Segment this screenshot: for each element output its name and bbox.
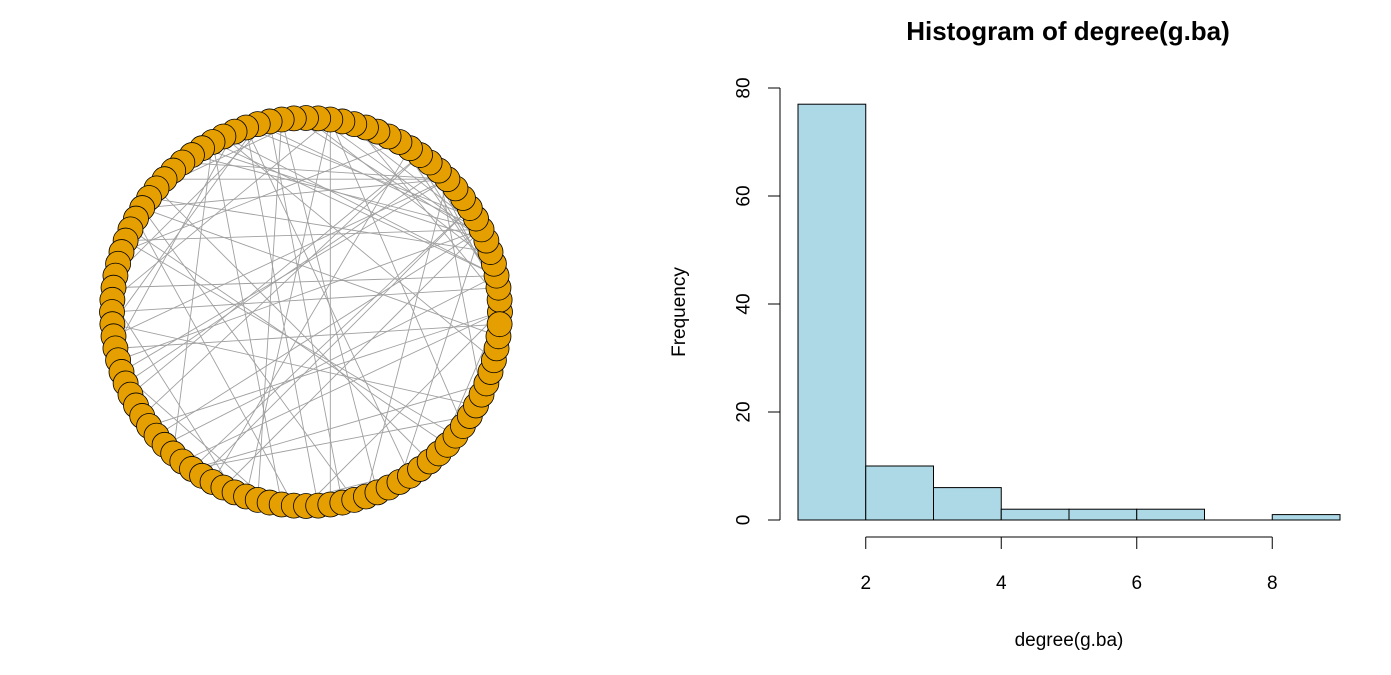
network-edge	[329, 119, 464, 427]
x-tick-label: 6	[1131, 573, 1142, 594]
y-tick-label: 80	[734, 77, 755, 98]
histogram-bar	[1000, 508, 1070, 521]
network-edge	[182, 162, 448, 180]
y-tick-label: 20	[734, 401, 755, 422]
network-edge	[142, 178, 448, 209]
network-edge	[305, 311, 501, 507]
network-edge	[245, 119, 331, 497]
network-edge	[121, 371, 270, 503]
network-edge	[112, 323, 477, 406]
network-nodes	[99, 105, 513, 519]
network-edge	[191, 154, 482, 230]
histogram-bar	[933, 487, 1002, 521]
network-edge	[212, 147, 411, 483]
network-edge	[112, 123, 259, 325]
x-axis-label: degree(g.ba)	[1015, 630, 1124, 651]
histogram-bar	[865, 465, 934, 521]
histogram-bar	[1068, 508, 1138, 521]
network-edge	[257, 119, 283, 500]
network-edge	[112, 299, 235, 493]
network-edge	[201, 207, 471, 477]
network-edge	[121, 141, 400, 253]
y-tick-label: 0	[734, 515, 755, 526]
network-edge	[148, 311, 501, 427]
network-edge	[156, 229, 482, 437]
histogram-bar	[1271, 514, 1341, 521]
network-edge	[245, 127, 477, 219]
network-edge	[223, 136, 495, 361]
x-tick-label: 2	[860, 573, 871, 594]
network-edge	[112, 119, 331, 301]
network-edge	[399, 229, 482, 483]
network-edge	[135, 218, 295, 506]
network-edge	[245, 127, 319, 506]
network-edge	[115, 131, 235, 349]
network-plot	[99, 105, 513, 519]
network-edge	[365, 179, 448, 497]
network-edge	[148, 197, 491, 253]
network-edge	[141, 207, 355, 501]
x-tick-label: 8	[1267, 573, 1278, 594]
network-edge	[125, 240, 456, 437]
y-axis: 0 20 40 60 80	[734, 77, 781, 526]
network-edge	[141, 154, 421, 417]
network-edge	[191, 382, 487, 470]
network-edge	[245, 127, 411, 476]
y-axis-label: Frequency	[669, 267, 690, 357]
network-edge	[115, 323, 500, 349]
network-edge	[223, 136, 497, 277]
network-edge	[130, 154, 421, 395]
chart-title: Histogram of degree(g.ba)	[906, 16, 1230, 46]
network-edge	[191, 415, 470, 470]
histogram-bar	[797, 103, 867, 521]
histogram-bar	[1136, 508, 1205, 521]
y-tick-label: 40	[734, 293, 755, 314]
network-edge	[172, 141, 213, 454]
network-edge	[438, 170, 482, 395]
network-edge	[191, 207, 471, 470]
network-edge	[142, 207, 499, 337]
network-edge	[223, 229, 482, 488]
network-edge	[212, 141, 283, 505]
network-edge	[111, 287, 499, 313]
network-node	[486, 311, 513, 338]
histogram-bars	[797, 103, 1341, 521]
network-edge	[125, 228, 482, 242]
network-edge	[125, 170, 440, 384]
histogram-plot: Histogram of degree(g.ba) 2 4 6 8 0 20 40 60 80…	[669, 16, 1341, 651]
x-axis: 2 4 6 8	[860, 536, 1278, 594]
x-tick-label: 4	[996, 573, 1007, 594]
network-edge	[156, 188, 430, 462]
y-tick-label: 60	[734, 185, 755, 206]
